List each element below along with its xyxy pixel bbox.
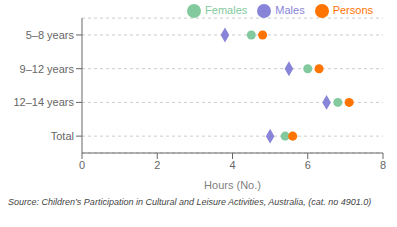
svg-text:0: 0 (79, 159, 85, 171)
svg-text:8: 8 (380, 159, 386, 171)
svg-text:2: 2 (154, 159, 160, 171)
html-text:Males: Males (275, 4, 305, 16)
svg-text:6: 6 (305, 159, 311, 171)
html-text:Females: Females (205, 4, 248, 16)
svg-text:4: 4 (229, 159, 235, 171)
svg-text:5–8 years: 5–8 years (26, 29, 75, 41)
svg-text:12–14 years: 12–14 years (13, 96, 74, 108)
svg-text:Hours (No.): Hours (No.) (204, 179, 261, 191)
html-text:Source: Children’s Participati: Source: Children’s Participation in Cult… (8, 197, 372, 207)
svg-text:9–12 years: 9–12 years (20, 63, 75, 75)
html-text:Persons: Persons (332, 4, 373, 16)
svg-text:Total: Total (51, 130, 74, 142)
